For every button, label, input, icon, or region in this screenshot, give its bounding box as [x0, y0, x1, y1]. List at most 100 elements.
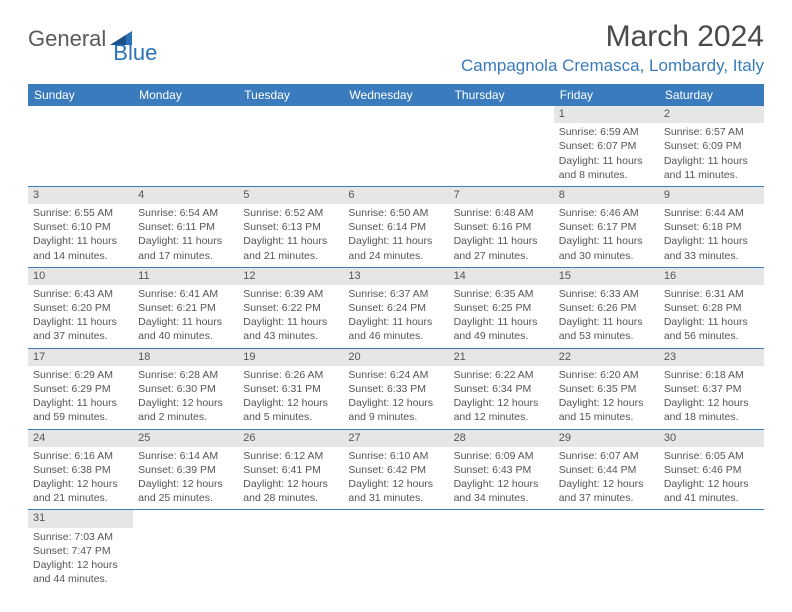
- day-details: Sunrise: 6:55 AMSunset: 6:10 PMDaylight:…: [28, 204, 133, 267]
- sunset-text: Sunset: 6:07 PM: [559, 139, 654, 153]
- sunrise-text: Sunrise: 6:29 AM: [33, 368, 128, 382]
- calendar-cell: [449, 106, 554, 186]
- calendar-cell: 11Sunrise: 6:41 AMSunset: 6:21 PMDayligh…: [133, 267, 238, 348]
- daylight-text: Daylight: 11 hours and 53 minutes.: [559, 315, 654, 343]
- daylight-text: Daylight: 12 hours and 18 minutes.: [664, 396, 759, 424]
- day-number: 29: [554, 430, 659, 447]
- sunrise-text: Sunrise: 6:09 AM: [454, 449, 549, 463]
- sunrise-text: Sunrise: 6:54 AM: [138, 206, 233, 220]
- calendar-cell: 2Sunrise: 6:57 AMSunset: 6:09 PMDaylight…: [659, 106, 764, 186]
- sunset-text: Sunset: 6:21 PM: [138, 301, 233, 315]
- weekday-header-row: Sunday Monday Tuesday Wednesday Thursday…: [28, 84, 764, 106]
- daylight-text: Daylight: 12 hours and 25 minutes.: [138, 477, 233, 505]
- logo-text-2: Blue: [113, 40, 157, 66]
- calendar-cell: 14Sunrise: 6:35 AMSunset: 6:25 PMDayligh…: [449, 267, 554, 348]
- day-number: 26: [238, 430, 343, 447]
- calendar-cell: 24Sunrise: 6:16 AMSunset: 6:38 PMDayligh…: [28, 429, 133, 510]
- sunset-text: Sunset: 6:42 PM: [348, 463, 443, 477]
- daylight-text: Daylight: 11 hours and 21 minutes.: [243, 234, 338, 262]
- sunset-text: Sunset: 6:25 PM: [454, 301, 549, 315]
- sunset-text: Sunset: 6:13 PM: [243, 220, 338, 234]
- daylight-text: Daylight: 12 hours and 2 minutes.: [138, 396, 233, 424]
- day-details: Sunrise: 6:28 AMSunset: 6:30 PMDaylight:…: [133, 366, 238, 429]
- calendar-cell: [28, 106, 133, 186]
- daylight-text: Daylight: 12 hours and 41 minutes.: [664, 477, 759, 505]
- sunset-text: Sunset: 6:10 PM: [33, 220, 128, 234]
- sunset-text: Sunset: 6:31 PM: [243, 382, 338, 396]
- sunrise-text: Sunrise: 6:52 AM: [243, 206, 338, 220]
- day-number: 7: [449, 187, 554, 204]
- calendar-cell: 30Sunrise: 6:05 AMSunset: 6:46 PMDayligh…: [659, 429, 764, 510]
- sunset-text: Sunset: 6:22 PM: [243, 301, 338, 315]
- day-number: 30: [659, 430, 764, 447]
- day-number: 1: [554, 106, 659, 123]
- sunrise-text: Sunrise: 6:20 AM: [559, 368, 654, 382]
- sunset-text: Sunset: 6:38 PM: [33, 463, 128, 477]
- day-details: Sunrise: 6:26 AMSunset: 6:31 PMDaylight:…: [238, 366, 343, 429]
- calendar-cell: [238, 106, 343, 186]
- calendar-cell: [659, 510, 764, 590]
- calendar-week-row: 10Sunrise: 6:43 AMSunset: 6:20 PMDayligh…: [28, 267, 764, 348]
- day-details: Sunrise: 6:46 AMSunset: 6:17 PMDaylight:…: [554, 204, 659, 267]
- day-details: Sunrise: 6:16 AMSunset: 6:38 PMDaylight:…: [28, 447, 133, 510]
- day-details: Sunrise: 6:50 AMSunset: 6:14 PMDaylight:…: [343, 204, 448, 267]
- daylight-text: Daylight: 11 hours and 14 minutes.: [33, 234, 128, 262]
- calendar-cell: 12Sunrise: 6:39 AMSunset: 6:22 PMDayligh…: [238, 267, 343, 348]
- calendar-cell: [343, 510, 448, 590]
- calendar-cell: [133, 106, 238, 186]
- day-number: 17: [28, 349, 133, 366]
- day-details: Sunrise: 6:05 AMSunset: 6:46 PMDaylight:…: [659, 447, 764, 510]
- day-number: 25: [133, 430, 238, 447]
- calendar-cell: [343, 106, 448, 186]
- calendar-week-row: 24Sunrise: 6:16 AMSunset: 6:38 PMDayligh…: [28, 429, 764, 510]
- sunrise-text: Sunrise: 6:39 AM: [243, 287, 338, 301]
- calendar-cell: 31Sunrise: 7:03 AMSunset: 7:47 PMDayligh…: [28, 510, 133, 590]
- calendar-cell: [238, 510, 343, 590]
- day-details: Sunrise: 6:10 AMSunset: 6:42 PMDaylight:…: [343, 447, 448, 510]
- daylight-text: Daylight: 12 hours and 37 minutes.: [559, 477, 654, 505]
- daylight-text: Daylight: 12 hours and 5 minutes.: [243, 396, 338, 424]
- calendar-cell: 9Sunrise: 6:44 AMSunset: 6:18 PMDaylight…: [659, 186, 764, 267]
- sunset-text: Sunset: 6:33 PM: [348, 382, 443, 396]
- page-title: March 2024: [461, 20, 764, 54]
- daylight-text: Daylight: 11 hours and 8 minutes.: [559, 154, 654, 182]
- calendar-cell: 20Sunrise: 6:24 AMSunset: 6:33 PMDayligh…: [343, 348, 448, 429]
- weekday-header: Wednesday: [343, 84, 448, 106]
- sunrise-text: Sunrise: 6:50 AM: [348, 206, 443, 220]
- day-number: 5: [238, 187, 343, 204]
- calendar-cell: 7Sunrise: 6:48 AMSunset: 6:16 PMDaylight…: [449, 186, 554, 267]
- sunset-text: Sunset: 6:28 PM: [664, 301, 759, 315]
- sunrise-text: Sunrise: 7:03 AM: [33, 530, 128, 544]
- sunset-text: Sunset: 6:20 PM: [33, 301, 128, 315]
- sunset-text: Sunset: 6:34 PM: [454, 382, 549, 396]
- day-number: 11: [133, 268, 238, 285]
- day-details: Sunrise: 6:59 AMSunset: 6:07 PMDaylight:…: [554, 123, 659, 186]
- day-number: 9: [659, 187, 764, 204]
- day-number: 27: [343, 430, 448, 447]
- daylight-text: Daylight: 12 hours and 12 minutes.: [454, 396, 549, 424]
- sunrise-text: Sunrise: 6:24 AM: [348, 368, 443, 382]
- sunrise-text: Sunrise: 6:28 AM: [138, 368, 233, 382]
- daylight-text: Daylight: 11 hours and 37 minutes.: [33, 315, 128, 343]
- day-details: Sunrise: 6:57 AMSunset: 6:09 PMDaylight:…: [659, 123, 764, 186]
- day-details: Sunrise: 6:18 AMSunset: 6:37 PMDaylight:…: [659, 366, 764, 429]
- day-details: Sunrise: 6:41 AMSunset: 6:21 PMDaylight:…: [133, 285, 238, 348]
- day-number: 19: [238, 349, 343, 366]
- sunset-text: Sunset: 6:17 PM: [559, 220, 654, 234]
- sunrise-text: Sunrise: 6:05 AM: [664, 449, 759, 463]
- logo: General Blue: [28, 26, 181, 52]
- day-details: Sunrise: 6:39 AMSunset: 6:22 PMDaylight:…: [238, 285, 343, 348]
- day-details: Sunrise: 6:43 AMSunset: 6:20 PMDaylight:…: [28, 285, 133, 348]
- day-details: Sunrise: 6:31 AMSunset: 6:28 PMDaylight:…: [659, 285, 764, 348]
- day-number: 15: [554, 268, 659, 285]
- day-number: 3: [28, 187, 133, 204]
- day-details: Sunrise: 6:29 AMSunset: 6:29 PMDaylight:…: [28, 366, 133, 429]
- title-block: March 2024 Campagnola Cremasca, Lombardy…: [461, 20, 764, 76]
- calendar-cell: 10Sunrise: 6:43 AMSunset: 6:20 PMDayligh…: [28, 267, 133, 348]
- header: General Blue March 2024 Campagnola Crema…: [28, 20, 764, 76]
- sunset-text: Sunset: 6:29 PM: [33, 382, 128, 396]
- day-details: Sunrise: 6:07 AMSunset: 6:44 PMDaylight:…: [554, 447, 659, 510]
- day-number: 2: [659, 106, 764, 123]
- sunset-text: Sunset: 6:30 PM: [138, 382, 233, 396]
- calendar-week-row: 17Sunrise: 6:29 AMSunset: 6:29 PMDayligh…: [28, 348, 764, 429]
